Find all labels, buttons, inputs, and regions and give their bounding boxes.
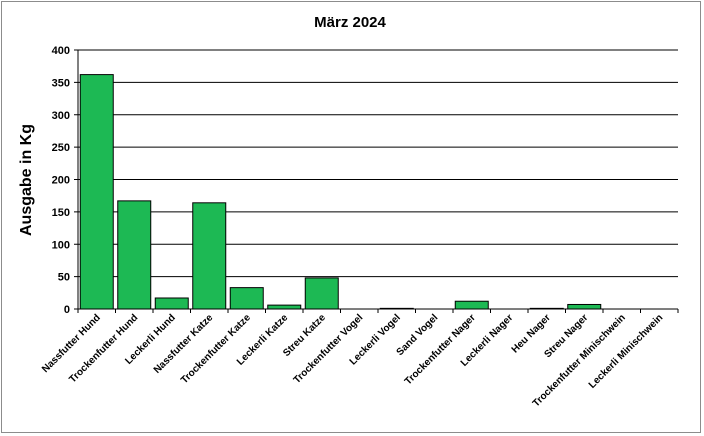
bar-3 <box>192 202 227 310</box>
y-tick-label: 0 <box>64 304 70 316</box>
category-label: Trockenfutter Katze <box>179 312 253 386</box>
bar-1 <box>117 200 152 310</box>
y-tick-label: 200 <box>52 175 70 187</box>
axes <box>77 50 679 313</box>
grid-lines <box>74 49 678 310</box>
y-axis-label: Ausgabe in Kg <box>18 124 35 236</box>
y-tick-label: 300 <box>52 110 70 122</box>
category-label: Trockenfutter Nager <box>403 312 478 387</box>
y-tick-label: 100 <box>52 239 70 251</box>
y-tick-label: 250 <box>52 142 70 154</box>
bar-4 <box>229 287 264 310</box>
bar-2 <box>154 297 189 310</box>
chart-title: März 2024 <box>314 14 386 31</box>
y-tick-label: 150 <box>52 207 70 219</box>
bar-6 <box>304 277 339 310</box>
bar-5 <box>267 304 302 310</box>
bar-0 <box>79 74 114 310</box>
y-tick-label: 50 <box>58 272 70 284</box>
bars <box>79 74 677 310</box>
y-tick-label: 350 <box>52 77 70 89</box>
bar-13 <box>567 303 602 310</box>
y-tick-labels: 0 50 100 150 200 250 300 350 400 <box>52 45 70 316</box>
bar-10 <box>454 300 489 310</box>
y-tick-label: 400 <box>52 45 70 57</box>
category-label: Trockenfutter Vogel <box>292 312 366 386</box>
category-label: Leckerli Minischwein <box>587 312 666 391</box>
category-label: Trockenfutter Hund <box>67 312 140 385</box>
